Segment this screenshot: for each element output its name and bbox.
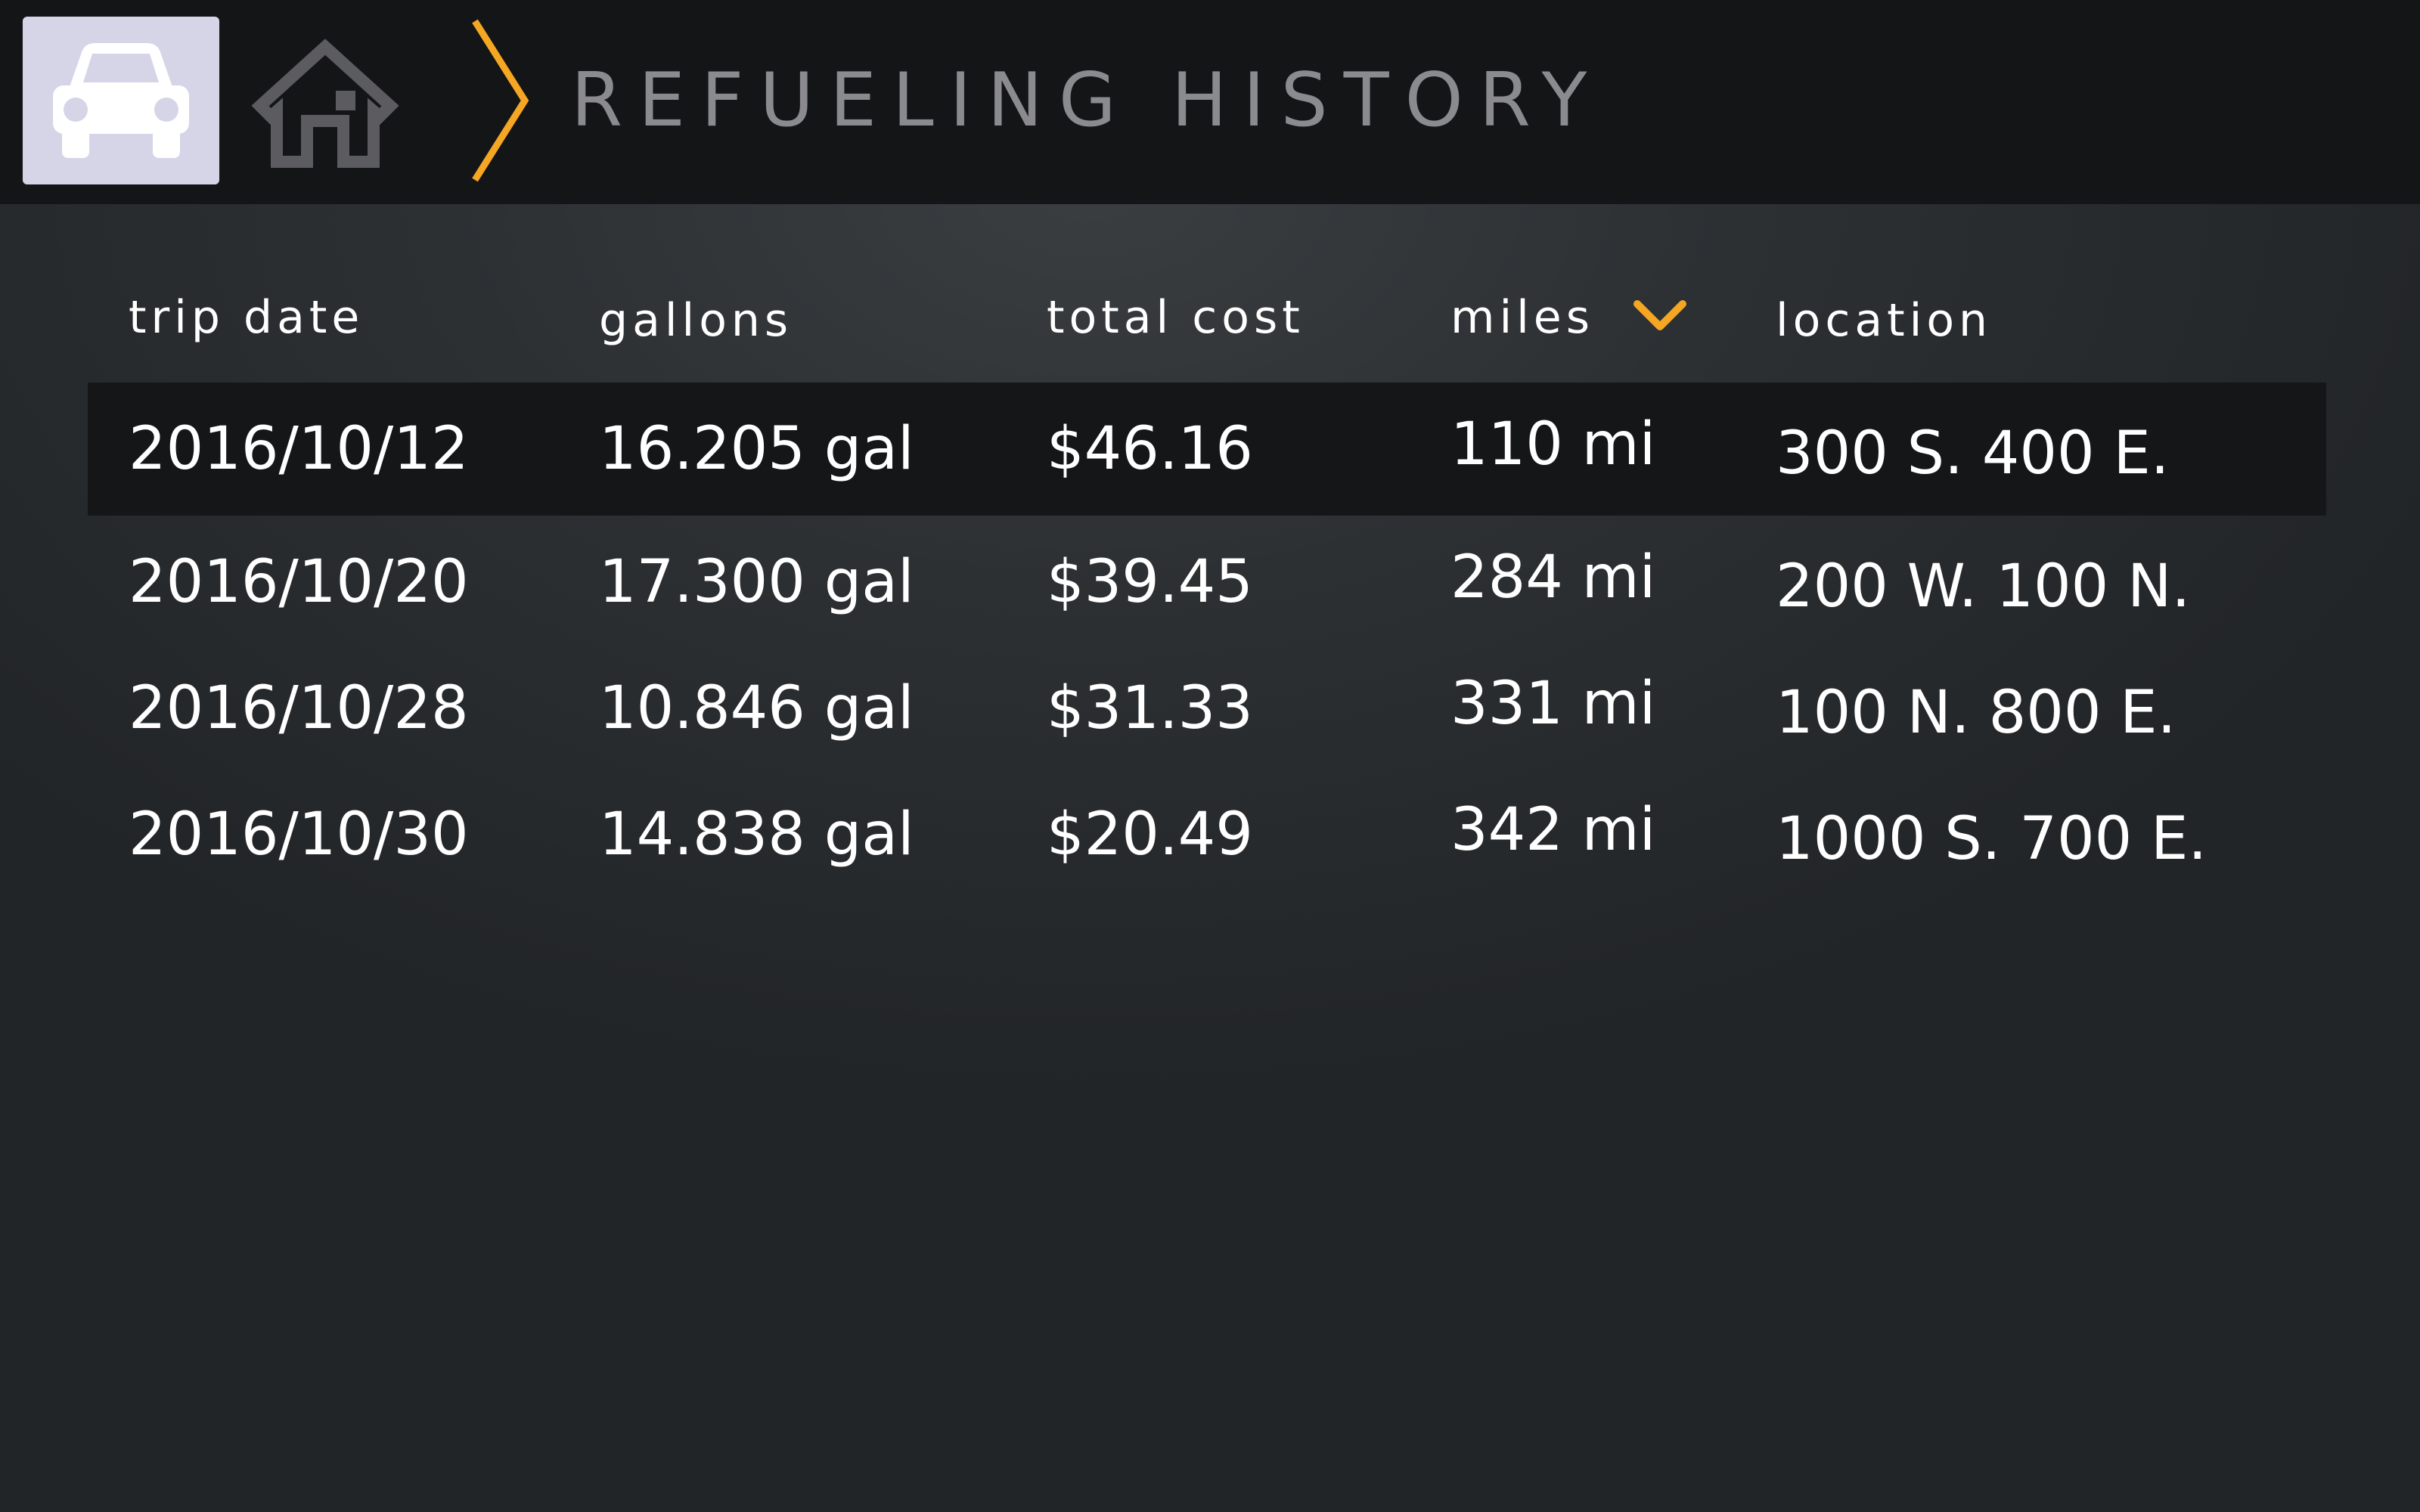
cell-miles: 342 mi bbox=[1450, 796, 1656, 864]
cell-miles: 331 mi bbox=[1450, 670, 1656, 738]
home-icon bbox=[251, 39, 399, 168]
cell-gallons: 10.846 gal bbox=[599, 674, 914, 742]
cell-gallons: 17.300 gal bbox=[599, 548, 914, 616]
table-row[interactable]: 2016/10/28 10.846 gal $31.33 331 mi 100 … bbox=[88, 642, 2326, 768]
table-row[interactable]: 2016/10/12 16.205 gal $46.16 110 mi 300 … bbox=[88, 383, 2326, 516]
refueling-table: trip date gallons total cost miles locat… bbox=[88, 249, 2326, 894]
car-icon bbox=[53, 43, 189, 158]
cell-trip-date: 2016/10/28 bbox=[129, 674, 469, 742]
cell-location: 300 S. 400 E. bbox=[1776, 420, 2170, 488]
cell-location: 1000 S. 700 E. bbox=[1776, 805, 2207, 873]
cell-trip-date: 2016/10/12 bbox=[129, 415, 469, 483]
column-header-location[interactable]: location bbox=[1776, 283, 1992, 358]
column-header-label: total cost bbox=[1047, 291, 1305, 344]
top-bar: REFUELING HISTORY bbox=[0, 0, 2420, 204]
cell-total-cost: $31.33 bbox=[1047, 674, 1253, 742]
column-header-gallons[interactable]: gallons bbox=[599, 283, 793, 358]
cell-total-cost: $20.49 bbox=[1047, 801, 1253, 869]
column-header-miles[interactable]: miles bbox=[1450, 280, 1687, 355]
vehicle-button[interactable] bbox=[23, 17, 219, 184]
column-header-label: miles bbox=[1450, 291, 1594, 344]
cell-trip-date: 2016/10/20 bbox=[129, 548, 469, 616]
cell-total-cost: $46.16 bbox=[1047, 415, 1253, 483]
cell-miles: 284 mi bbox=[1450, 544, 1656, 612]
cell-location: 100 N. 800 E. bbox=[1776, 679, 2176, 747]
table-row[interactable]: 2016/10/20 17.300 gal $39.45 284 mi 200 … bbox=[88, 516, 2326, 642]
column-header-label: gallons bbox=[599, 294, 793, 347]
cell-gallons: 16.205 gal bbox=[599, 415, 914, 483]
cell-location: 200 W. 100 N. bbox=[1776, 553, 2191, 621]
table-header: trip date gallons total cost miles locat… bbox=[88, 249, 2326, 383]
chevron-right-icon bbox=[472, 19, 529, 182]
column-header-label: location bbox=[1776, 294, 1993, 347]
table-row[interactable]: 2016/10/30 14.838 gal $20.49 342 mi 1000… bbox=[88, 768, 2326, 894]
cell-total-cost: $39.45 bbox=[1047, 548, 1253, 616]
page-title: REFUELING HISTORY bbox=[571, 57, 1603, 144]
cell-miles: 110 mi bbox=[1450, 411, 1656, 479]
column-header-trip-date[interactable]: trip date bbox=[129, 280, 364, 355]
home-button[interactable] bbox=[250, 36, 401, 169]
column-header-total-cost[interactable]: total cost bbox=[1047, 280, 1305, 355]
cell-trip-date: 2016/10/30 bbox=[129, 801, 469, 869]
column-header-label: trip date bbox=[129, 291, 365, 344]
chevron-down-icon[interactable] bbox=[1633, 298, 1687, 334]
cell-gallons: 14.838 gal bbox=[599, 801, 914, 869]
